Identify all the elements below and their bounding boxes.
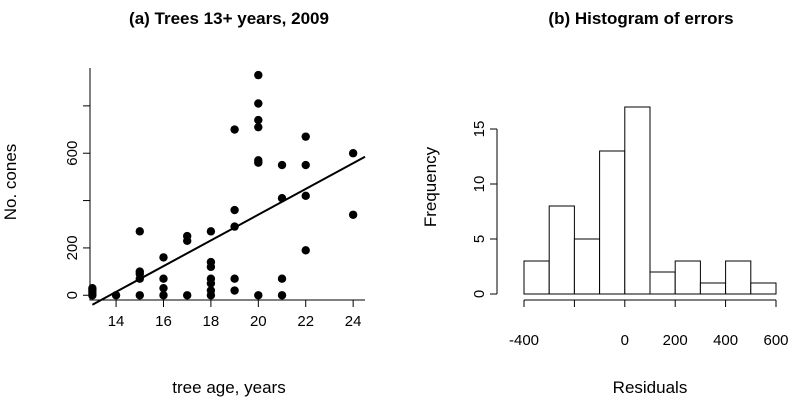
scatter-point	[135, 227, 144, 236]
x-tick-label: 14	[108, 313, 125, 330]
y-tick-label: 0	[471, 290, 488, 298]
histogram-y-ticks: 0 5 10 15	[471, 121, 498, 298]
scatter-point	[348, 149, 358, 158]
scatter-ylabel: No. cones	[1, 144, 20, 221]
x-tick-label: 16	[155, 313, 172, 330]
histogram-bar	[548, 205, 575, 295]
histogram-bar	[649, 271, 676, 295]
regression-line	[91, 155, 366, 306]
histogram-bar	[674, 260, 701, 295]
histogram-bar	[573, 238, 601, 295]
scatter-point	[254, 99, 263, 108]
scatter-title: (a) Trees 13+ years, 2009	[129, 9, 329, 28]
scatter-points	[88, 70, 358, 300]
scatter-point	[182, 291, 192, 300]
x-tick-label: 22	[297, 313, 314, 330]
scatter-point	[301, 160, 310, 170]
y-tick-label: 5	[471, 235, 488, 243]
scatter-panel: (a) Trees 13+ years, 2009 tree age, year…	[1, 9, 366, 397]
x-tick-label: 24	[345, 313, 362, 330]
histogram-xlabel: Residuals	[613, 378, 688, 397]
scatter-point	[254, 115, 263, 125]
scatter-point	[230, 125, 239, 134]
scatter-point	[206, 286, 216, 295]
y-tick-label: 200	[64, 235, 81, 260]
scatter-point	[159, 253, 168, 262]
scatter-point	[182, 231, 192, 241]
histogram-bar	[725, 260, 752, 295]
scatter-point	[348, 210, 358, 219]
histogram-ylabel: Frequency	[421, 146, 440, 227]
scatter-point	[230, 286, 239, 295]
x-tick-label: 0	[621, 332, 629, 349]
histogram-bar	[599, 150, 626, 295]
y-tick-label: 15	[471, 121, 488, 138]
scatter-point	[254, 70, 263, 80]
histogram-bars	[523, 106, 777, 295]
scatter-point	[277, 274, 287, 283]
x-tick-label: 20	[250, 313, 267, 330]
scatter-point	[135, 291, 144, 300]
scatter-point	[206, 274, 216, 283]
histogram-bar	[750, 282, 777, 295]
scatter-point	[159, 274, 168, 283]
scatter-point	[206, 227, 216, 236]
scatter-point	[301, 191, 310, 201]
scatter-point	[88, 283, 97, 293]
x-tick-label: 600	[763, 332, 788, 349]
scatter-plot-frame	[89, 68, 365, 301]
scatter-point	[254, 156, 263, 165]
scatter-point	[301, 132, 310, 141]
x-tick-label: 18	[203, 313, 220, 330]
y-tick-label: 10	[471, 176, 488, 193]
scatter-point	[159, 291, 168, 300]
histogram-x-ticks: -400 0 200 400 600	[509, 299, 789, 349]
scatter-point	[277, 160, 287, 170]
scatter-point	[206, 257, 216, 267]
histogram-title: (b) Histogram of errors	[548, 9, 733, 28]
scatter-point	[254, 122, 263, 132]
histogram-bar	[624, 106, 651, 295]
scatter-point	[254, 291, 263, 300]
scatter-point	[230, 205, 239, 215]
x-tick-label: 200	[663, 332, 688, 349]
scatter-point	[159, 283, 168, 293]
x-tick-label: -400	[509, 332, 539, 349]
histogram-panel: (b) Histogram of errors Residuals Freque…	[421, 9, 789, 397]
scatter-x-ticks: 14 16 18 20 22 24	[108, 300, 362, 330]
scatter-point	[230, 274, 239, 283]
x-tick-label: 400	[713, 332, 738, 349]
scatter-y-ticks: 0 200 600	[64, 105, 90, 299]
scatter-point	[277, 291, 287, 300]
scatter-point	[135, 267, 144, 276]
y-tick-label: 600	[64, 141, 81, 166]
scatter-point	[301, 246, 310, 255]
histogram-bar	[523, 260, 550, 295]
histogram-bar	[699, 282, 727, 295]
scatter-xlabel: tree age, years	[172, 378, 285, 397]
y-tick-label: 0	[64, 291, 81, 299]
